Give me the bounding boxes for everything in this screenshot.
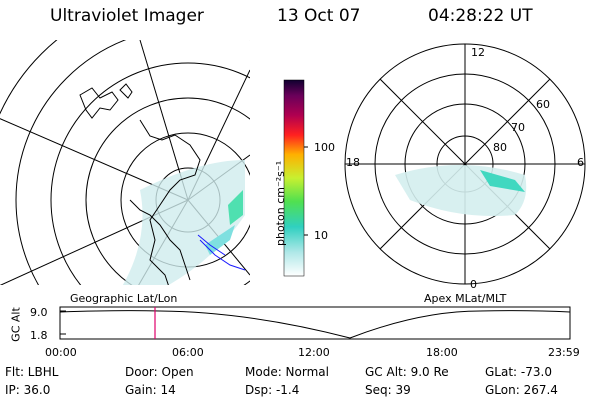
colorbar-tick-100: 100 [314, 141, 335, 154]
colorbar-tick-10: 10 [314, 229, 328, 242]
right-panel-caption: Apex MLat/MLT [424, 292, 507, 305]
alt-tick-high: 9.0 [30, 306, 48, 319]
mlt-label-6: 6 [577, 156, 584, 169]
app-title: Ultraviolet Imager [50, 6, 204, 26]
geographic-map-panel [0, 40, 250, 285]
mlt-label-0: 0 [470, 278, 477, 291]
mode-info: Mode: Normal [245, 365, 329, 379]
mlat-label-80: 80 [493, 141, 507, 154]
time-tick-1200: 12:00 [298, 346, 330, 359]
door-info: Door: Open [125, 365, 194, 379]
time-tick-2359: 23:59 [548, 346, 580, 359]
dsp-info: Dsp: -1.4 [245, 383, 300, 397]
alt-tick-low: 1.8 [30, 329, 48, 342]
time-tick-0600: 06:00 [172, 346, 204, 359]
glat-info: GLat: -73.0 [485, 365, 552, 379]
mlt-label-18: 18 [346, 156, 360, 169]
gc-alt-info: GC Alt: 9.0 Re [365, 365, 449, 379]
mlt-label-12: 12 [471, 46, 485, 59]
filter-info: Flt: LBHL [5, 365, 59, 379]
time-label: 04:28:22 UT [428, 6, 533, 26]
seq-info: Seq: 39 [365, 383, 411, 397]
date-label: 13 Oct 07 [277, 6, 361, 26]
time-tick-0000: 00:00 [45, 346, 77, 359]
color-bar [283, 79, 308, 277]
gain-info: Gain: 14 [125, 383, 176, 397]
time-tick-1800: 18:00 [426, 346, 458, 359]
colorbar-unit-label: photon cm⁻²s⁻¹ [274, 160, 287, 246]
ip-info: IP: 36.0 [5, 383, 51, 397]
glon-info: GLon: 267.4 [485, 383, 558, 397]
apex-polar-panel [344, 43, 586, 285]
altitude-axis-label: GC Alt [9, 307, 23, 342]
altitude-plot [59, 306, 571, 340]
left-panel-caption: Geographic Lat/Lon [70, 292, 178, 305]
mlat-label-70: 70 [511, 121, 525, 134]
mlat-label-60: 60 [536, 98, 550, 111]
